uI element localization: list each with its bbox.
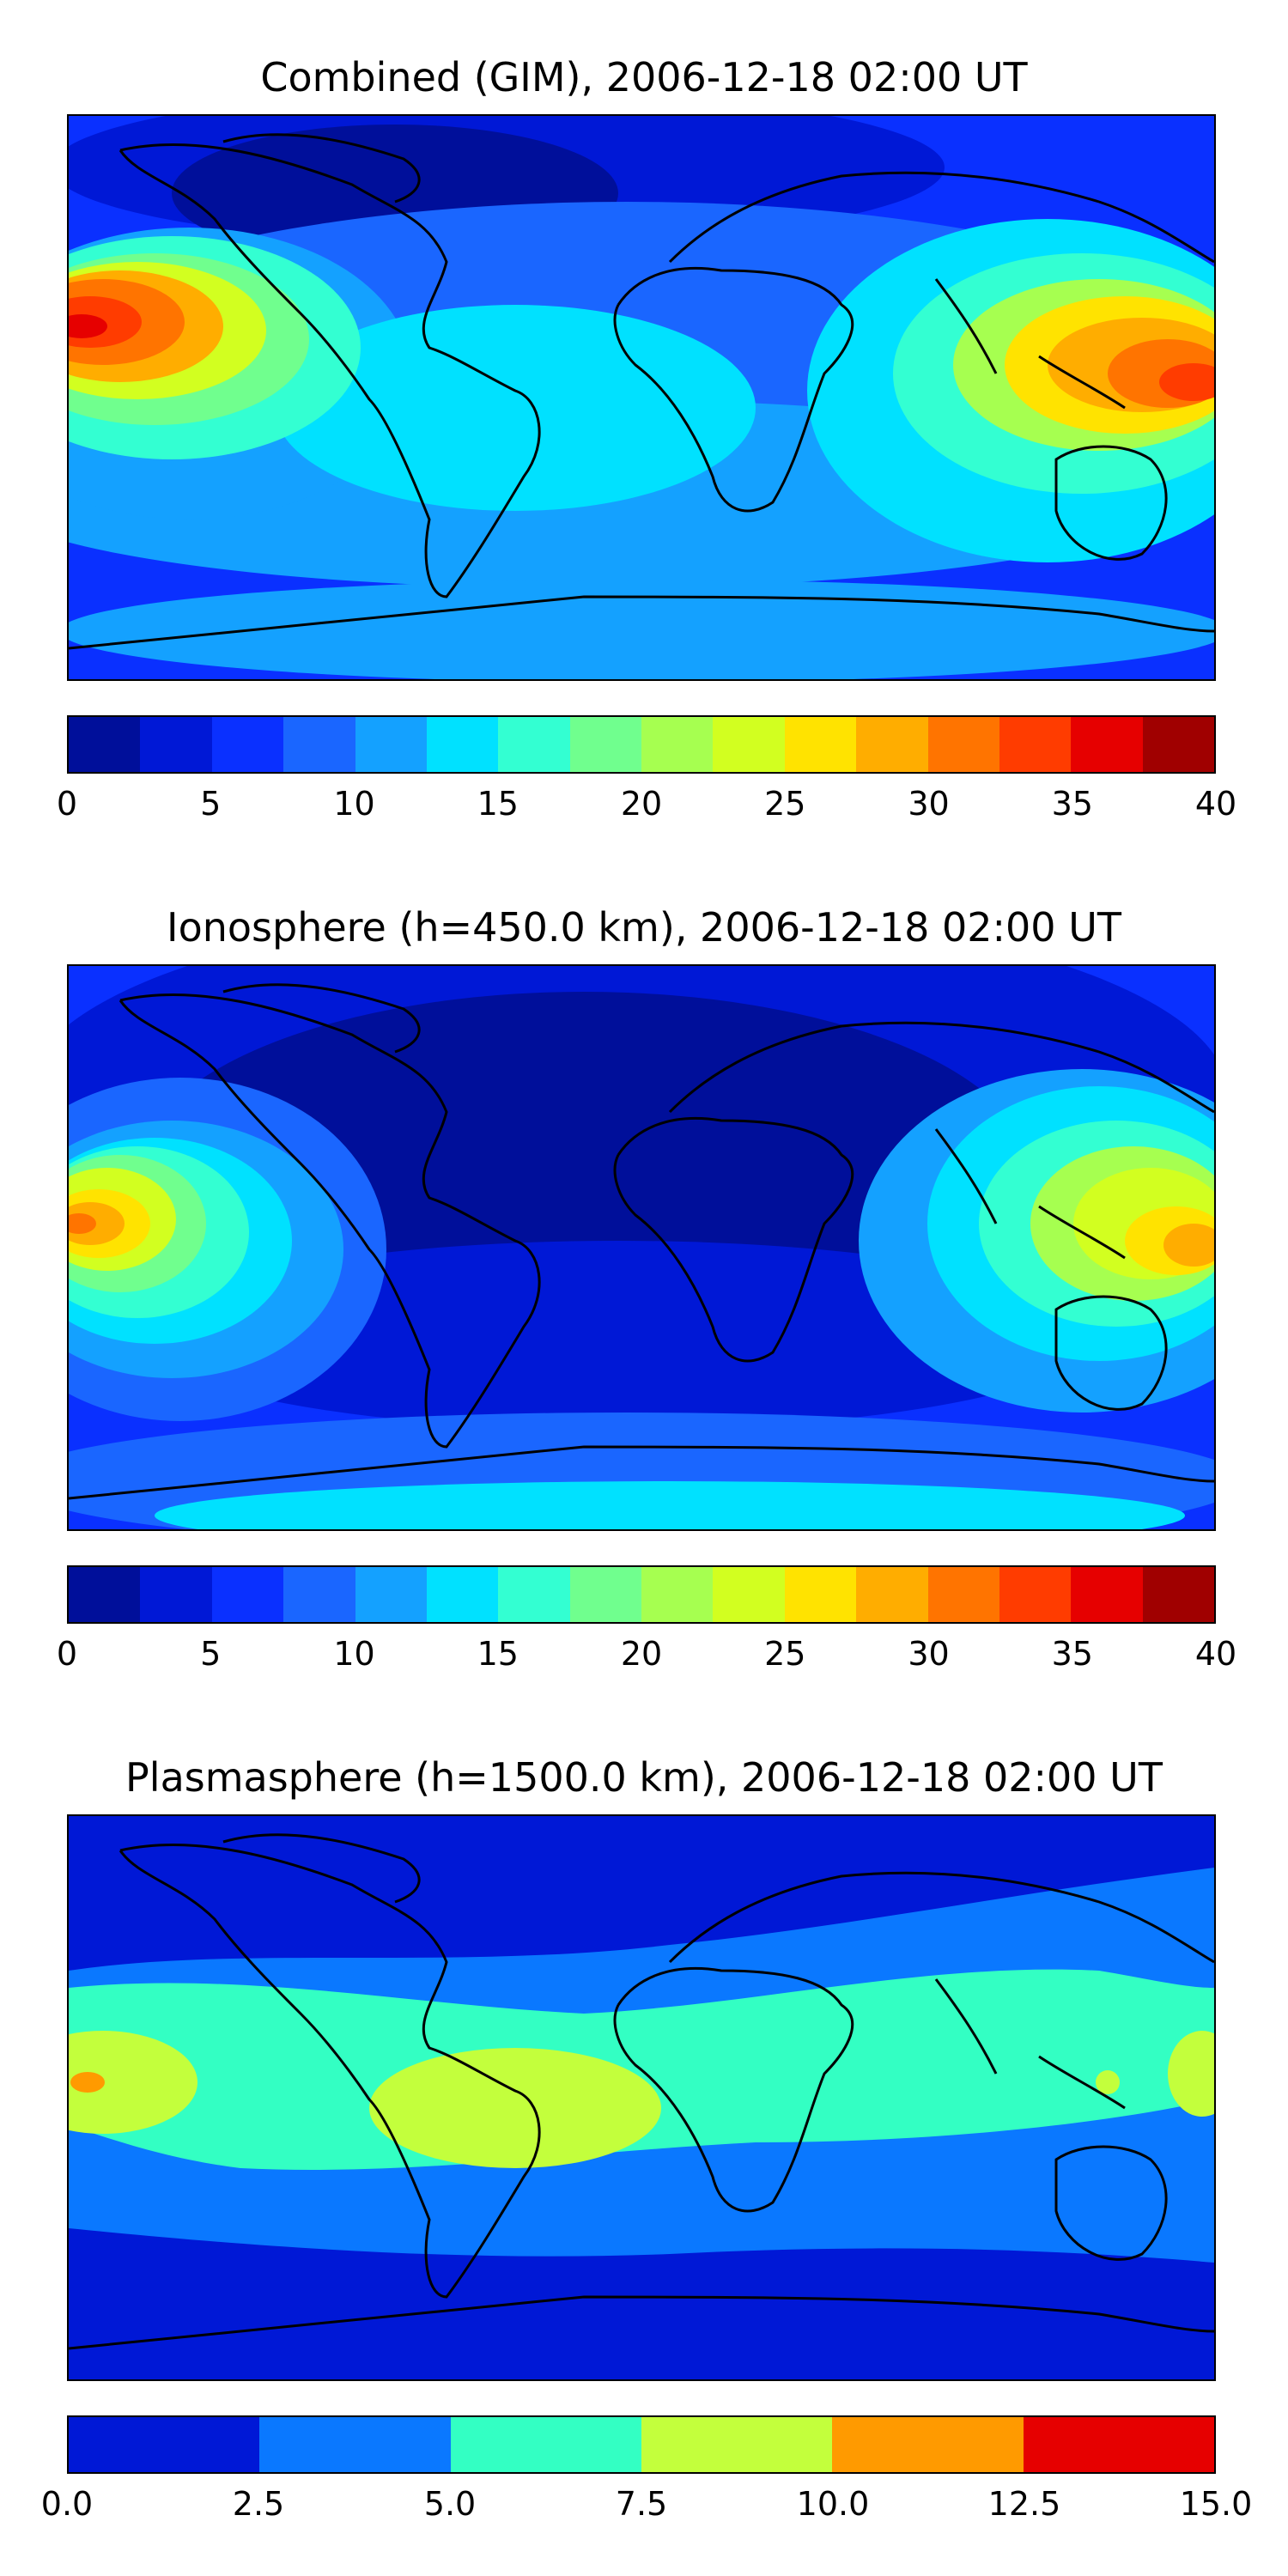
map-combined <box>67 114 1216 681</box>
colorbar-tick-label: 25 <box>764 785 806 823</box>
colorbar-tick-label: 40 <box>1194 1635 1237 1673</box>
colorbar-swatch <box>999 1567 1072 1622</box>
colorbar-swatch <box>1142 1567 1214 1622</box>
colorbar-tick-label: 5 <box>200 785 222 823</box>
colorbar-swatch <box>641 717 714 772</box>
coastlines <box>69 983 1214 1500</box>
panel-title-plasmasphere: Plasmasphere (h=1500.0 km), 2006-12-18 0… <box>125 1754 1163 1801</box>
colorbar-swatch <box>426 717 499 772</box>
colorbar-tick-label: 20 <box>620 1635 663 1673</box>
panel-title-ionosphere: Ionosphere (h=450.0 km), 2006-12-18 02:0… <box>167 904 1121 951</box>
colorbar-swatch <box>355 717 427 772</box>
colorbar-tick-label: 2.5 <box>232 2485 285 2523</box>
colorbar-tick-label: 5 <box>200 1635 222 1673</box>
colorbar-combined <box>67 715 1216 774</box>
colorbar-tick-label: 10 <box>333 785 375 823</box>
colorbar-swatch <box>569 1567 641 1622</box>
colorbar-swatch <box>1071 1567 1143 1622</box>
colorbar-tick-label: 20 <box>620 785 663 823</box>
colorbar-swatch <box>641 2417 833 2472</box>
heatmap-ionosphere <box>69 966 1214 1529</box>
colorbar-tick-label: 35 <box>1051 785 1093 823</box>
colorbar-swatch <box>498 1567 570 1622</box>
colorbar-ticks-combined: 0 5 10 15 20 25 30 35 40 <box>57 784 1236 835</box>
colorbar-tick-label: 12.5 <box>987 2485 1061 2523</box>
colorbar-tick-label: 30 <box>908 1635 950 1673</box>
colorbar-swatch <box>259 2417 451 2472</box>
colorbar-swatch <box>569 717 641 772</box>
colorbar-swatch <box>856 1567 928 1622</box>
colorbar-plasmasphere <box>67 2415 1216 2474</box>
colorbar-swatch <box>498 717 570 772</box>
colorbar-swatch <box>999 717 1072 772</box>
colorbar-tick-label: 35 <box>1051 1635 1093 1673</box>
colorbar-swatch <box>283 1567 355 1622</box>
colorbar-swatch <box>832 2417 1024 2472</box>
colorbar-tick-label: 10.0 <box>796 2485 870 2523</box>
colorbar-swatch <box>641 1567 714 1622</box>
colorbar-swatch <box>211 717 284 772</box>
colorbar-swatch <box>426 1567 499 1622</box>
heatmap-combined <box>69 116 1214 679</box>
colorbar-tick-label: 7.5 <box>615 2485 668 2523</box>
coastlines <box>69 133 1214 650</box>
colorbar-tick-label: 0.0 <box>40 2485 94 2523</box>
colorbar-tick-label: 15 <box>477 1635 519 1673</box>
colorbar-tick-label: 15 <box>477 785 519 823</box>
colorbar-swatch <box>1071 717 1143 772</box>
colorbar-tick-label: 25 <box>764 1635 806 1673</box>
colorbar-swatch <box>1142 717 1214 772</box>
colorbar-ionosphere <box>67 1565 1216 1624</box>
colorbar-swatch <box>1023 2417 1214 2472</box>
colorbar-swatch <box>140 1567 212 1622</box>
colorbar-swatch <box>450 2417 641 2472</box>
colorbar-swatch <box>927 1567 999 1622</box>
colorbar-swatch <box>69 717 141 772</box>
colorbar-swatch <box>713 1567 785 1622</box>
colorbar-tick-label: 10 <box>333 1635 375 1673</box>
colorbar-swatch <box>69 2417 260 2472</box>
colorbar-swatch <box>784 1567 857 1622</box>
colorbar-tick-label: 15.0 <box>1179 2485 1253 2523</box>
coastlines <box>69 1833 1214 2350</box>
colorbar-swatch <box>856 717 928 772</box>
panel-title-combined: Combined (GIM), 2006-12-18 02:00 UT <box>260 54 1028 100</box>
colorbar-ticks-plasmasphere: 0.0 2.5 5.0 7.5 10.0 12.5 15.0 <box>41 2484 1253 2536</box>
colorbar-tick-label: 5.0 <box>423 2485 477 2523</box>
colorbar-swatch <box>927 717 999 772</box>
colorbar-swatch <box>140 717 212 772</box>
colorbar-swatch <box>784 717 857 772</box>
colorbar-tick-label: 0 <box>56 785 78 823</box>
colorbar-swatch <box>355 1567 427 1622</box>
colorbar-swatch <box>69 1567 141 1622</box>
colorbar-swatch <box>283 717 355 772</box>
colorbar-swatch <box>211 1567 284 1622</box>
map-plasmasphere <box>67 1814 1216 2381</box>
colorbar-swatch <box>713 717 785 772</box>
heatmap-plasmasphere <box>69 1816 1214 2379</box>
map-ionosphere <box>67 964 1216 1531</box>
colorbar-tick-label: 40 <box>1194 785 1237 823</box>
colorbar-tick-label: 30 <box>908 785 950 823</box>
colorbar-tick-label: 0 <box>56 1635 78 1673</box>
colorbar-ticks-ionosphere: 0 5 10 15 20 25 30 35 40 <box>57 1634 1236 1686</box>
